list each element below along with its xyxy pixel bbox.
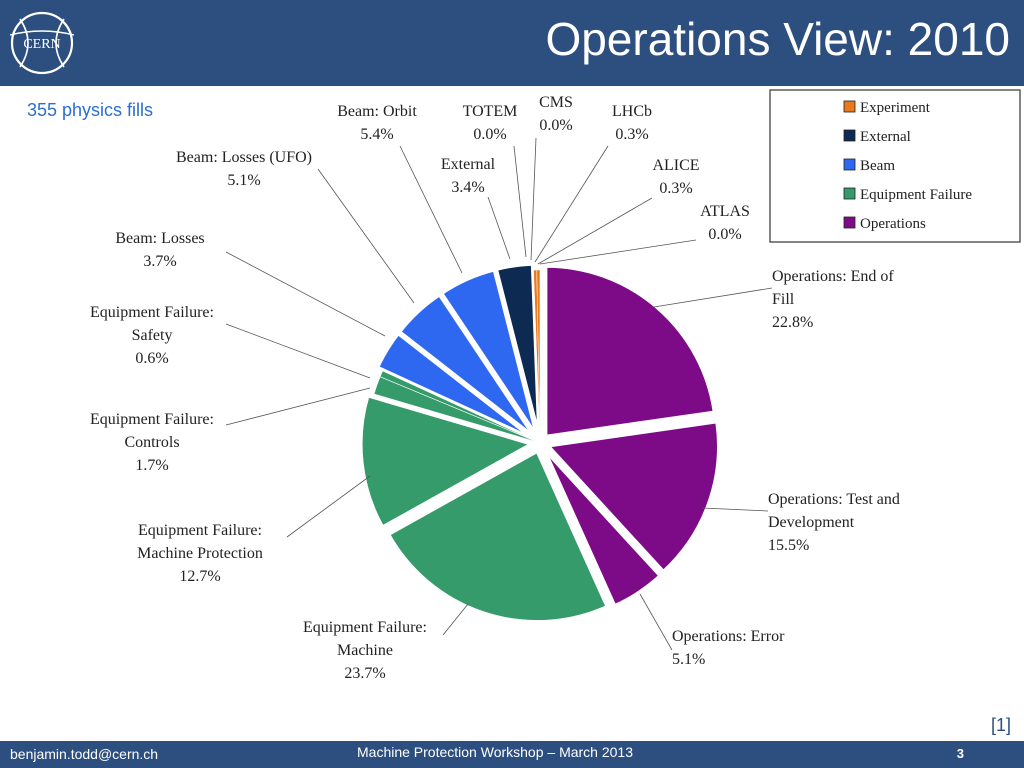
cern-logo: CERN (9, 11, 75, 75)
slice-label: Safety (132, 327, 173, 344)
pie-slices (359, 262, 720, 624)
leader-line (225, 323, 371, 379)
leader-line (442, 603, 469, 636)
leader-line (225, 387, 371, 426)
pie-chart: Operations: End of Fill 22.8% Operations: T… (90, 89, 1021, 682)
leader-line (225, 251, 386, 337)
legend-swatch (843, 158, 856, 171)
slice-value-label: 0.3% (615, 126, 648, 143)
slice-value-label: 5.4% (360, 126, 393, 143)
slice-value-label: 12.7% (179, 568, 220, 585)
leader-line (487, 196, 511, 260)
legend-label: Equipment Failure (860, 187, 972, 203)
slice-label: Fill (772, 291, 795, 308)
legend-label: External (860, 129, 911, 145)
leader-line (530, 137, 537, 261)
chart-legend: Experiment External Beam Equipment Failure O… (769, 89, 1021, 243)
slice-label: Beam: Losses (115, 230, 204, 247)
pie-slice (494, 262, 541, 435)
slice-value-label: 3.4% (451, 179, 484, 196)
pie-slice (386, 449, 609, 624)
page-number: 3 (956, 746, 964, 761)
pie-slice (439, 268, 538, 436)
leader-line (317, 168, 415, 304)
slice-label: Machine Protection (137, 545, 263, 562)
slice-label: Operations: End of (772, 268, 894, 285)
slice-value-label: 5.1% (227, 172, 260, 189)
leader-line (399, 145, 463, 274)
pie-slice (536, 269, 541, 441)
slice-label: Equipment Failure: (138, 522, 262, 539)
leader-line (701, 507, 769, 512)
leader-line (537, 197, 653, 265)
slice-label: Equipment Failure: (303, 619, 427, 636)
slice-value-label: 0.0% (708, 226, 741, 243)
slice-label: Controls (124, 434, 179, 451)
slice-label: Beam: Orbit (337, 103, 417, 120)
leader-line (534, 145, 609, 263)
slice-value-label: 0.3% (659, 180, 692, 197)
slice-label: ATLAS (700, 203, 750, 220)
slice-value-label: 0.0% (539, 117, 572, 134)
pie-slice (543, 449, 662, 608)
slice-label: Development (768, 514, 855, 531)
slice-label: Equipment Failure: (90, 411, 214, 428)
slice-value-label: 15.5% (768, 537, 809, 554)
pie-slice (397, 292, 536, 438)
slide-subtitle: 355 physics fills (27, 100, 154, 120)
leader-line (513, 145, 527, 258)
slice-label: External (441, 156, 496, 173)
slice-value-label: 0.0% (473, 126, 506, 143)
slice-label: Operations: Test and (768, 491, 900, 508)
legend-label: Beam (860, 158, 895, 174)
slice-label: Equipment Failure: (90, 304, 214, 321)
leader-line (539, 239, 697, 265)
logo-text: CERN (23, 37, 60, 52)
pie-slice (359, 394, 535, 529)
pie-slice (375, 331, 534, 440)
leader-line (653, 287, 773, 308)
slice-value-label: 3.7% (143, 253, 176, 270)
leader-lines (225, 137, 773, 651)
slice-label: TOTEM (463, 103, 518, 120)
pie-slice (544, 264, 716, 438)
reference-note: [1] (990, 715, 1011, 735)
legend-label: Experiment (860, 100, 931, 116)
leader-line (639, 593, 673, 651)
leader-line (286, 475, 371, 538)
pie-slice (545, 420, 720, 574)
legend-label: Operations (860, 216, 926, 232)
legend-swatch (843, 100, 856, 113)
title-bar: CERN Operations View: 2010 (0, 0, 1024, 86)
slice-label: CMS (539, 94, 573, 111)
slice-label: LHCb (612, 103, 652, 120)
slice-label: Machine (337, 642, 393, 659)
slice-value-label: 22.8% (772, 314, 813, 331)
footer-email: benjamin.todd@cern.ch (10, 746, 159, 762)
slice-label: Beam: Losses (UFO) (176, 149, 312, 166)
slice-value-label: 1.7% (135, 457, 168, 474)
slide-title: Operations View: 2010 (545, 13, 1010, 65)
legend-swatch (843, 187, 856, 200)
slice-label: Operations: Error (672, 628, 785, 645)
footer-event: Machine Protection Workshop – March 2013 (357, 744, 633, 760)
slice-value-label: 0.6% (135, 350, 168, 367)
slice-labels: Operations: End of Fill 22.8% Operations: T… (90, 94, 900, 682)
legend-swatch (843, 216, 856, 229)
legend-swatch (843, 129, 856, 142)
slice-label: ALICE (652, 157, 699, 174)
slice-value-label: 23.7% (344, 665, 385, 682)
slice-value-label: 5.1% (672, 651, 705, 668)
footer-bar: benjamin.todd@cern.ch Machine Protection… (0, 741, 1024, 768)
